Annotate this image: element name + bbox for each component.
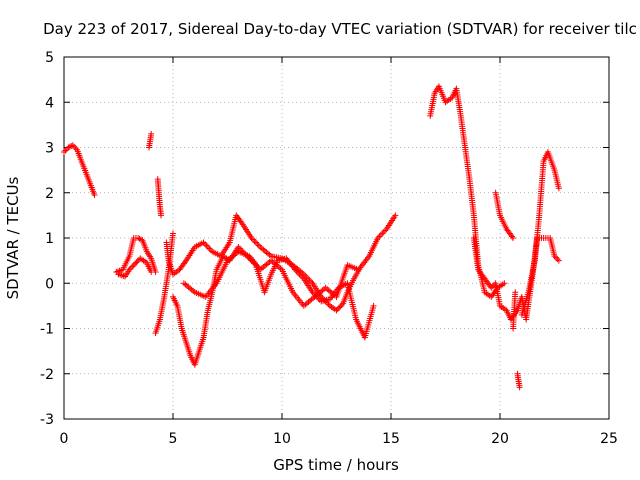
data-point: [337, 303, 344, 310]
x-tick-label: 20: [491, 431, 509, 447]
data-point: [555, 185, 562, 192]
data-point: [148, 268, 155, 275]
data-point: [148, 130, 155, 137]
data-point: [62, 147, 69, 154]
x-axis-ticks: 0 5 10 15 20 25: [60, 57, 618, 447]
data-point: [336, 304, 343, 311]
data-point: [555, 257, 562, 264]
y-tick-label: 2: [45, 186, 54, 202]
data-point: [129, 263, 136, 270]
y-axis-ticks: -3 -2 -1 0 1 2 3 4 5: [40, 50, 609, 428]
data-point: [379, 230, 386, 237]
y-tick-label: 3: [45, 141, 54, 157]
x-tick-label: 5: [169, 431, 178, 447]
data-point: [71, 143, 78, 150]
data-point: [510, 235, 517, 241]
x-tick-label: 15: [382, 431, 400, 447]
data-point: [61, 149, 67, 156]
y-tick-label: 0: [45, 276, 54, 292]
data-point: [170, 230, 176, 237]
data-point: [333, 307, 340, 314]
data-point: [355, 266, 362, 273]
data-point: [370, 302, 377, 309]
y-tick-label: -2: [40, 367, 54, 383]
data-point: [334, 306, 341, 313]
y-axis-label: SDTVAR / TECUs: [4, 176, 22, 299]
data-point: [316, 296, 323, 303]
x-axis-label: GPS time / hours: [273, 456, 399, 474]
data-points: [61, 83, 562, 391]
data-point: [206, 245, 213, 252]
y-tick-label: -3: [40, 412, 54, 428]
data-point: [91, 192, 98, 199]
data-point: [254, 241, 261, 248]
x-tick-label: 0: [60, 431, 69, 447]
data-point: [130, 262, 137, 269]
data-point: [251, 238, 258, 245]
data-point: [501, 280, 508, 287]
data-point: [68, 142, 75, 149]
y-tick-label: 1: [45, 231, 54, 247]
y-tick-label: 4: [45, 95, 54, 111]
data-point: [133, 259, 140, 266]
y-tick-label: 5: [45, 50, 54, 66]
data-point: [512, 289, 519, 296]
data-point: [134, 258, 141, 265]
data-point: [158, 212, 165, 219]
data-point: [377, 231, 384, 238]
data-point: [201, 241, 208, 248]
y-tick-label: -1: [40, 322, 54, 338]
data-point: [204, 244, 211, 251]
x-tick-label: 25: [600, 431, 618, 447]
data-point: [554, 256, 561, 263]
data-point: [252, 239, 259, 246]
data-point: [255, 242, 262, 249]
grid-lines: [64, 57, 609, 419]
data-point: [297, 272, 304, 279]
data-point: [136, 235, 143, 242]
x-tick-label: 10: [273, 431, 291, 447]
data-point: [516, 384, 523, 391]
data-point: [380, 228, 387, 235]
data-point: [132, 260, 139, 267]
data-point: [338, 301, 345, 308]
chart-title: Day 223 of 2017, Sidereal Day-to-day VTE…: [43, 20, 637, 38]
data-point: [392, 212, 399, 219]
